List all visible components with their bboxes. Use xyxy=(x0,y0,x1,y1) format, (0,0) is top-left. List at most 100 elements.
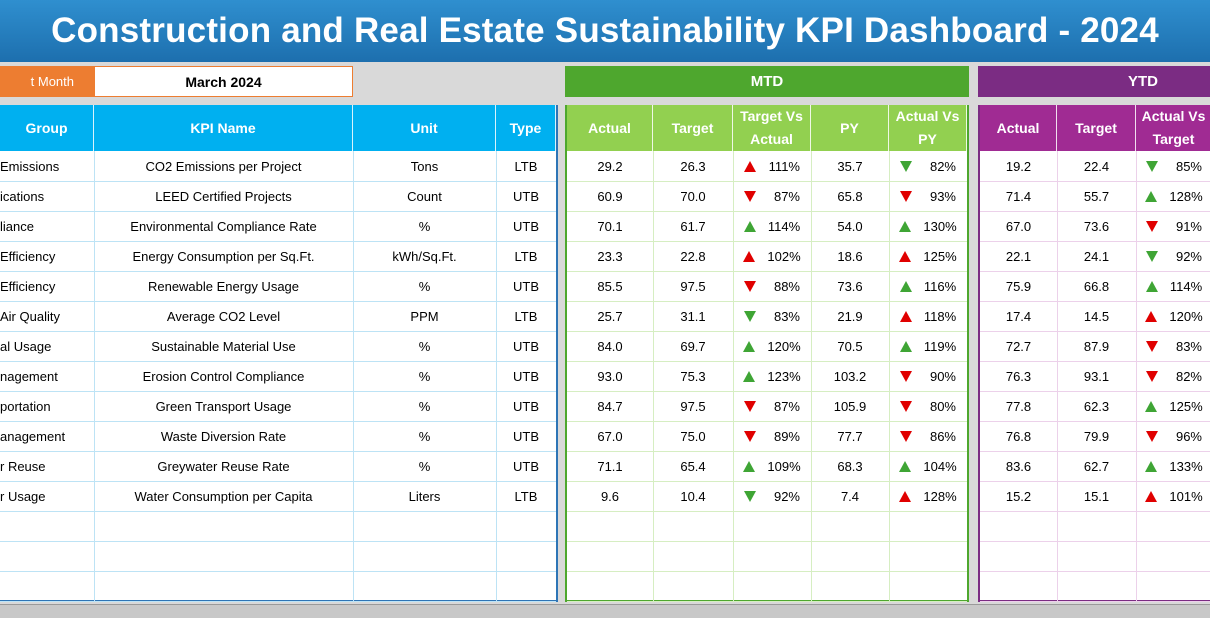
mtd-py-cell: 21.9 xyxy=(837,308,863,324)
triangle-up-icon xyxy=(743,220,756,232)
mtd-actual-cell: 25.7 xyxy=(597,308,623,324)
kpi-name-cell: Energy Consumption per Sq.Ft. xyxy=(132,248,315,264)
column-divider xyxy=(496,151,497,602)
ytd-actual-cell: 67.0 xyxy=(1005,218,1032,234)
percent-value: 87% xyxy=(773,188,800,204)
mtd-header-0: Actual xyxy=(567,105,653,151)
triangle-up-icon xyxy=(1145,310,1158,322)
percent-value: 128% xyxy=(1169,188,1203,204)
kpi-unit-cell: % xyxy=(418,338,431,354)
kpi-type-cell: UTB xyxy=(513,428,539,444)
percent-value: 89% xyxy=(773,428,800,444)
percent-value: 93% xyxy=(929,188,956,204)
ytd-header-0: Actual xyxy=(980,105,1057,151)
triangle-up-icon xyxy=(743,340,756,352)
row-divider xyxy=(0,331,556,332)
kpi-unit-cell: % xyxy=(418,278,431,294)
column-divider xyxy=(94,151,95,602)
mtd-target-vs-actual-cell: 92% xyxy=(733,481,811,511)
row-divider xyxy=(0,181,556,182)
percent-value: 91% xyxy=(1175,218,1202,234)
kpi-name-cell: LEED Certified Projects xyxy=(155,188,292,204)
row-divider xyxy=(0,301,556,302)
mtd-target-cell: 70.0 xyxy=(680,188,706,204)
kpi-name-cell: Green Transport Usage xyxy=(155,398,292,414)
dashboard-title: Construction and Real Estate Sustainabil… xyxy=(0,0,1210,62)
percent-value: 101% xyxy=(1169,488,1203,504)
kpi-group-cell: Efficiency xyxy=(0,278,56,294)
mtd-target-vs-actual-cell: 87% xyxy=(733,391,811,421)
row-divider xyxy=(980,391,1210,392)
kpi-name-cell: Environmental Compliance Rate xyxy=(130,218,317,234)
percent-value: 83% xyxy=(773,308,800,324)
mtd-actual-cell: 23.3 xyxy=(597,248,623,264)
triangle-up-icon xyxy=(1145,400,1158,412)
percent-value: 130% xyxy=(923,218,957,234)
triangle-up-icon xyxy=(744,160,756,172)
mtd-actual-cell: 84.0 xyxy=(597,338,623,354)
mtd-actual-cell: 67.0 xyxy=(597,428,623,444)
mtd-actual-cell: 29.2 xyxy=(597,158,623,174)
ytd-header-1: Target xyxy=(1057,105,1136,151)
column-divider xyxy=(733,151,734,602)
triangle-up-icon xyxy=(743,250,756,262)
ytd-actual-cell: 83.6 xyxy=(1005,458,1032,474)
triangle-down-icon xyxy=(900,400,912,412)
mtd-table: Actual Target Target Vs Actual PY Actual Vs … xyxy=(565,105,969,602)
ytd-target-cell: 66.8 xyxy=(1083,278,1110,294)
triangle-down-icon xyxy=(744,490,756,502)
ytd-target-cell: 79.9 xyxy=(1083,428,1110,444)
ytd-header-2: Actual Vs Target xyxy=(1136,105,1210,151)
kpi-group-cell: al Usage xyxy=(0,338,52,354)
mtd-target-vs-actual-cell: 114% xyxy=(733,211,811,241)
kpi-group-cell: nagement xyxy=(0,368,58,384)
kpi-name-cell: CO2 Emissions per Project xyxy=(145,158,302,174)
ytd-target-cell: 55.7 xyxy=(1083,188,1110,204)
mtd-target-vs-actual-cell: 123% xyxy=(733,361,811,391)
kpi-name-cell: Waste Diversion Rate xyxy=(160,428,287,444)
mtd-target-vs-actual-cell: 89% xyxy=(733,421,811,451)
kpi-name-cell: Sustainable Material Use xyxy=(151,338,296,354)
kpi-group-cell: portation xyxy=(0,398,51,414)
column-divider xyxy=(1136,151,1137,602)
triangle-down-icon xyxy=(900,160,912,172)
column-divider xyxy=(811,151,812,602)
month-selector-value[interactable]: March 2024 xyxy=(94,66,353,97)
mtd-actual-vs-py-cell: 90% xyxy=(889,361,967,391)
mtd-py-cell: 7.4 xyxy=(840,488,860,504)
row-divider xyxy=(567,481,967,482)
ytd-target-cell: 24.1 xyxy=(1083,248,1110,264)
mtd-target-vs-actual-cell: 88% xyxy=(733,271,811,301)
mtd-actual-cell: 84.7 xyxy=(597,398,623,414)
row-divider xyxy=(980,211,1210,212)
kpi-group-cell: r Usage xyxy=(0,488,46,504)
triangle-down-icon xyxy=(1146,370,1158,382)
row-divider xyxy=(0,541,556,542)
mtd-target-cell: 97.5 xyxy=(680,278,706,294)
ytd-actual-vs-target-cell: 85% xyxy=(1136,151,1210,181)
row-divider xyxy=(980,511,1210,512)
row-divider xyxy=(980,601,1210,602)
ytd-target-cell: 14.5 xyxy=(1083,308,1110,324)
mtd-target-cell: 61.7 xyxy=(680,218,706,234)
column-divider xyxy=(653,151,654,602)
mtd-target-vs-actual-cell: 109% xyxy=(733,451,811,481)
kpi-unit-cell: Count xyxy=(407,188,442,204)
mtd-header-4: Actual Vs PY xyxy=(889,105,967,151)
mtd-py-cell: 77.7 xyxy=(837,428,863,444)
ytd-table: Actual Target Actual Vs Target 19.2 22.4 85% 7… xyxy=(978,105,1210,602)
mtd-target-cell: 22.8 xyxy=(680,248,706,264)
ytd-actual-cell: 17.4 xyxy=(1005,308,1032,324)
mtd-py-cell: 65.8 xyxy=(837,188,863,204)
triangle-down-icon xyxy=(1146,340,1158,352)
percent-value: 120% xyxy=(1169,308,1203,324)
ytd-actual-vs-target-cell: 120% xyxy=(1136,301,1210,331)
mtd-actual-cell: 93.0 xyxy=(597,368,623,384)
kpi-name-cell: Greywater Reuse Rate xyxy=(157,458,290,474)
row-divider xyxy=(567,361,967,362)
row-divider xyxy=(980,361,1210,362)
ytd-target-cell: 87.9 xyxy=(1083,338,1110,354)
column-divider xyxy=(353,151,354,602)
kpi-header-2: Unit xyxy=(353,105,496,151)
mtd-py-cell: 73.6 xyxy=(837,278,863,294)
